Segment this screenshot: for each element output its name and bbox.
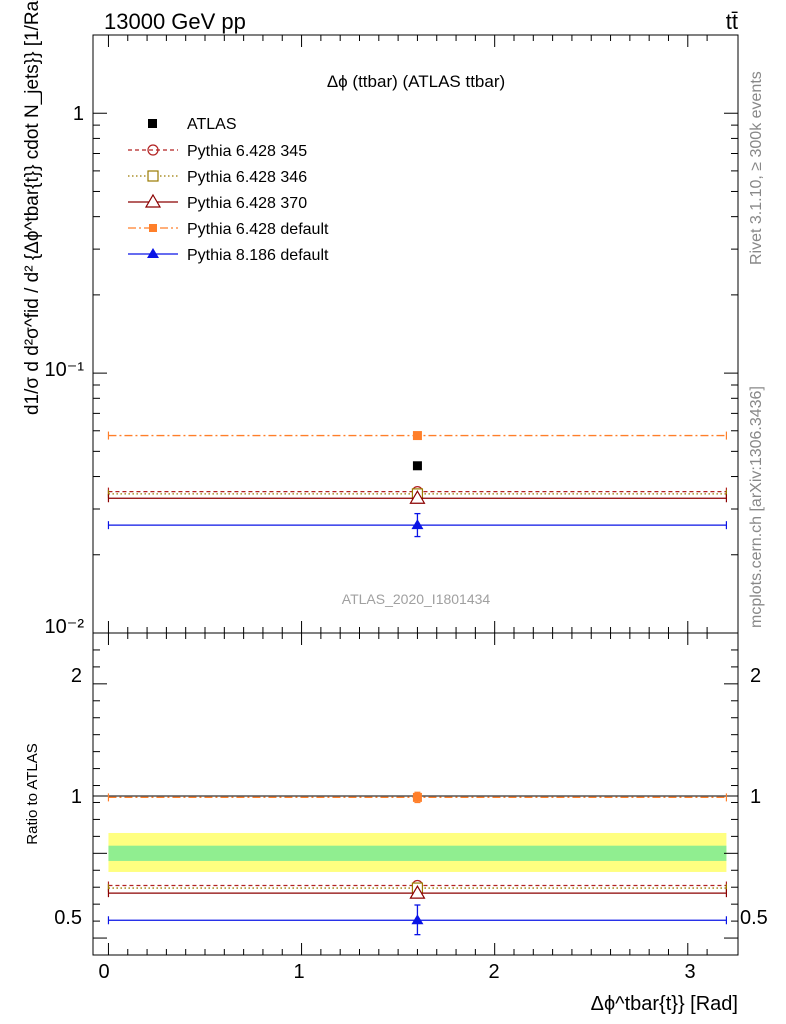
- ratio-frame: [92, 632, 739, 956]
- main-series-layer: [107, 431, 728, 538]
- series-marker-pythia-6-428-default: [412, 431, 422, 441]
- legend: ATLAS Pythia 6.428 345 Pythia 6.428 346 …: [128, 116, 329, 264]
- legend-entry-p346: Pythia 6.428 346: [128, 169, 307, 186]
- legend-entry-p345: Pythia 6.428 345: [128, 143, 307, 160]
- main-panel: Δϕ (ttbar) (ATLAS ttbar) ATLAS_2020_I180…: [22, 0, 739, 638]
- ratio-marker-pythia-8-186-default: [411, 914, 424, 925]
- legend-entry-p6default: Pythia 6.428 default: [128, 221, 329, 238]
- ratio-bands: [108, 832, 727, 872]
- legend-marker-p6default: [149, 224, 157, 232]
- rivet-label: Rivet 3.1.10, ≥ 300k events: [748, 71, 765, 265]
- analysis-watermark: ATLAS_2020_I1801434: [342, 591, 491, 607]
- ratio-panel: Ratio to ATLAS 2 1 0.5 2 1 0.5 0 1 2 3 Δ…: [24, 632, 768, 1015]
- ratio-y-tick-1-left: 1: [71, 786, 82, 808]
- ratio-series-layer: [107, 791, 728, 936]
- legend-marker-p346: [147, 170, 159, 182]
- legend-label-p346: Pythia 6.428 346: [187, 169, 307, 186]
- y-tick-label-0p01: 10⁻²: [45, 616, 85, 638]
- process-label: tt̄: [726, 9, 738, 34]
- main-axis-ticks: [93, 34, 738, 634]
- ratio-y-tick-0p5-right: 0.5: [740, 907, 768, 929]
- data-point-atlas: [412, 461, 422, 471]
- energy-label: 13000 GeV pp: [104, 9, 246, 34]
- ratio-band-stat-uncertainty: [108, 845, 727, 861]
- ratio-y-tick-0p5-left: 0.5: [54, 907, 82, 929]
- ratio-axis-ticks: [93, 632, 738, 955]
- y-tick-label-0p1: 10⁻¹: [45, 359, 85, 381]
- ratio-y-tick-2-right: 2: [750, 665, 761, 687]
- ratio-y-tick-2-left: 2: [71, 665, 82, 687]
- y-tick-label-1: 1: [73, 103, 84, 125]
- series-marker-pythia-8-186-default: [411, 519, 424, 530]
- legend-marker-p345: [147, 144, 159, 156]
- legend-marker-atlas: [148, 119, 157, 128]
- legend-label-atlas: ATLAS: [187, 116, 237, 133]
- mcplots-label: mcplots.cern.ch [arXiv:1306.3436]: [748, 386, 765, 628]
- legend-label-p8default: Pythia 8.186 default: [187, 247, 329, 264]
- legend-marker-p8default: [147, 248, 159, 258]
- x-axis-label: Δϕ^tbar{t}} [Rad]: [591, 993, 738, 1015]
- x-tick-label-3: 3: [684, 961, 695, 983]
- x-tick-label-1: 1: [293, 961, 304, 983]
- ratio-marker-pythia-6-428-370: [409, 884, 426, 899]
- x-tick-label-2: 2: [488, 961, 499, 983]
- ratio-y-tick-1-right: 1: [750, 786, 761, 808]
- ratio-marker-pythia-6-428-default: [412, 792, 422, 802]
- legend-label-p345: Pythia 6.428 345: [187, 143, 307, 160]
- legend-label-p6default: Pythia 6.428 default: [187, 221, 329, 238]
- main-title: Δϕ (ttbar) (ATLAS ttbar): [327, 72, 505, 91]
- legend-label-p370: Pythia 6.428 370: [187, 195, 307, 212]
- legend-marker-p370: [144, 193, 162, 208]
- legend-entry-p370: Pythia 6.428 370: [128, 193, 307, 212]
- legend-entry-atlas: ATLAS: [148, 116, 237, 133]
- x-tick-label-0: 0: [98, 961, 109, 983]
- main-y-axis-label: d1/σ d d²σ^fid / d² {Δϕ^tbar{t}} cdot N_…: [22, 0, 43, 415]
- series-marker-pythia-6-428-370: [409, 490, 426, 504]
- legend-entry-p8default: Pythia 8.186 default: [128, 247, 329, 264]
- ratio-y-axis-label: Ratio to ATLAS: [24, 743, 41, 844]
